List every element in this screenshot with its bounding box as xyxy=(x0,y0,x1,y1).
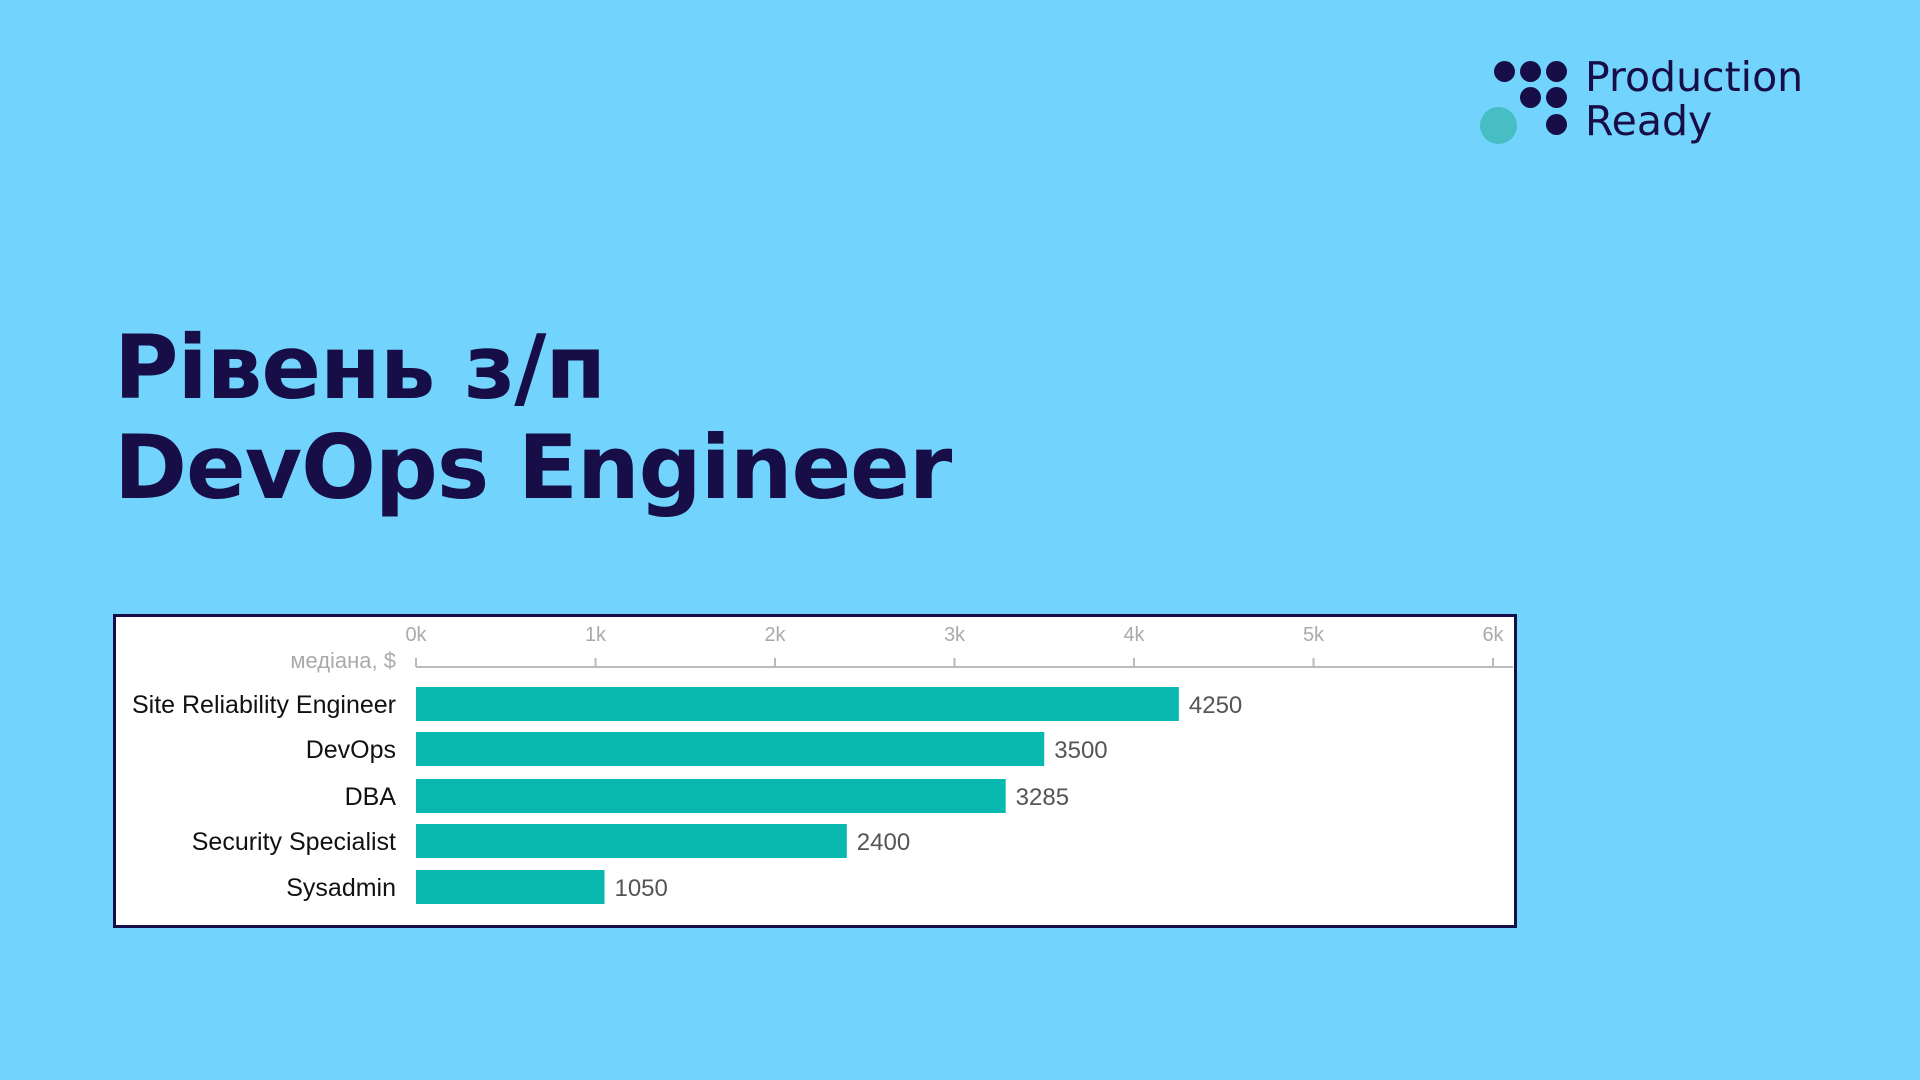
bar xyxy=(416,824,847,858)
category-label: Security Specialist xyxy=(192,828,396,856)
value-label: 3285 xyxy=(1016,784,1069,811)
bar xyxy=(416,732,1045,766)
x-tick-label: 3k xyxy=(944,624,966,646)
brand-name-line2: Ready xyxy=(1585,97,1713,145)
x-tick-label: 5k xyxy=(1303,624,1325,646)
brand-name-line1: Production xyxy=(1585,53,1804,101)
x-tick-label: 6k xyxy=(1482,624,1504,646)
logo-dot xyxy=(1546,87,1567,108)
category-label: DBA xyxy=(345,783,397,811)
x-tick-label: 2k xyxy=(764,624,786,646)
value-label: 3500 xyxy=(1054,737,1107,764)
value-label: 4250 xyxy=(1189,692,1242,719)
category-label: Sysadmin xyxy=(286,874,396,902)
axis-label: медіана, $ xyxy=(290,648,396,673)
page-title-line1: Рівень з/п xyxy=(114,316,606,419)
value-label: 1050 xyxy=(614,875,667,902)
x-tick-label: 0k xyxy=(405,624,427,646)
bar xyxy=(416,687,1179,721)
value-label: 2400 xyxy=(857,829,910,856)
logo-accent-dot xyxy=(1480,107,1517,144)
logo-dot xyxy=(1520,61,1541,82)
page-title-line2: DevOps Engineer xyxy=(114,416,952,519)
logo-dot xyxy=(1546,114,1567,135)
category-label: DevOps xyxy=(306,736,396,764)
bar xyxy=(416,870,605,904)
bar xyxy=(416,779,1006,813)
category-label: Site Reliability Engineer xyxy=(132,691,396,719)
logo-dot xyxy=(1520,87,1541,108)
x-tick-label: 4k xyxy=(1123,624,1145,646)
logo-dot xyxy=(1546,61,1567,82)
x-tick-label: 1k xyxy=(585,624,607,646)
logo-dot xyxy=(1494,61,1515,82)
